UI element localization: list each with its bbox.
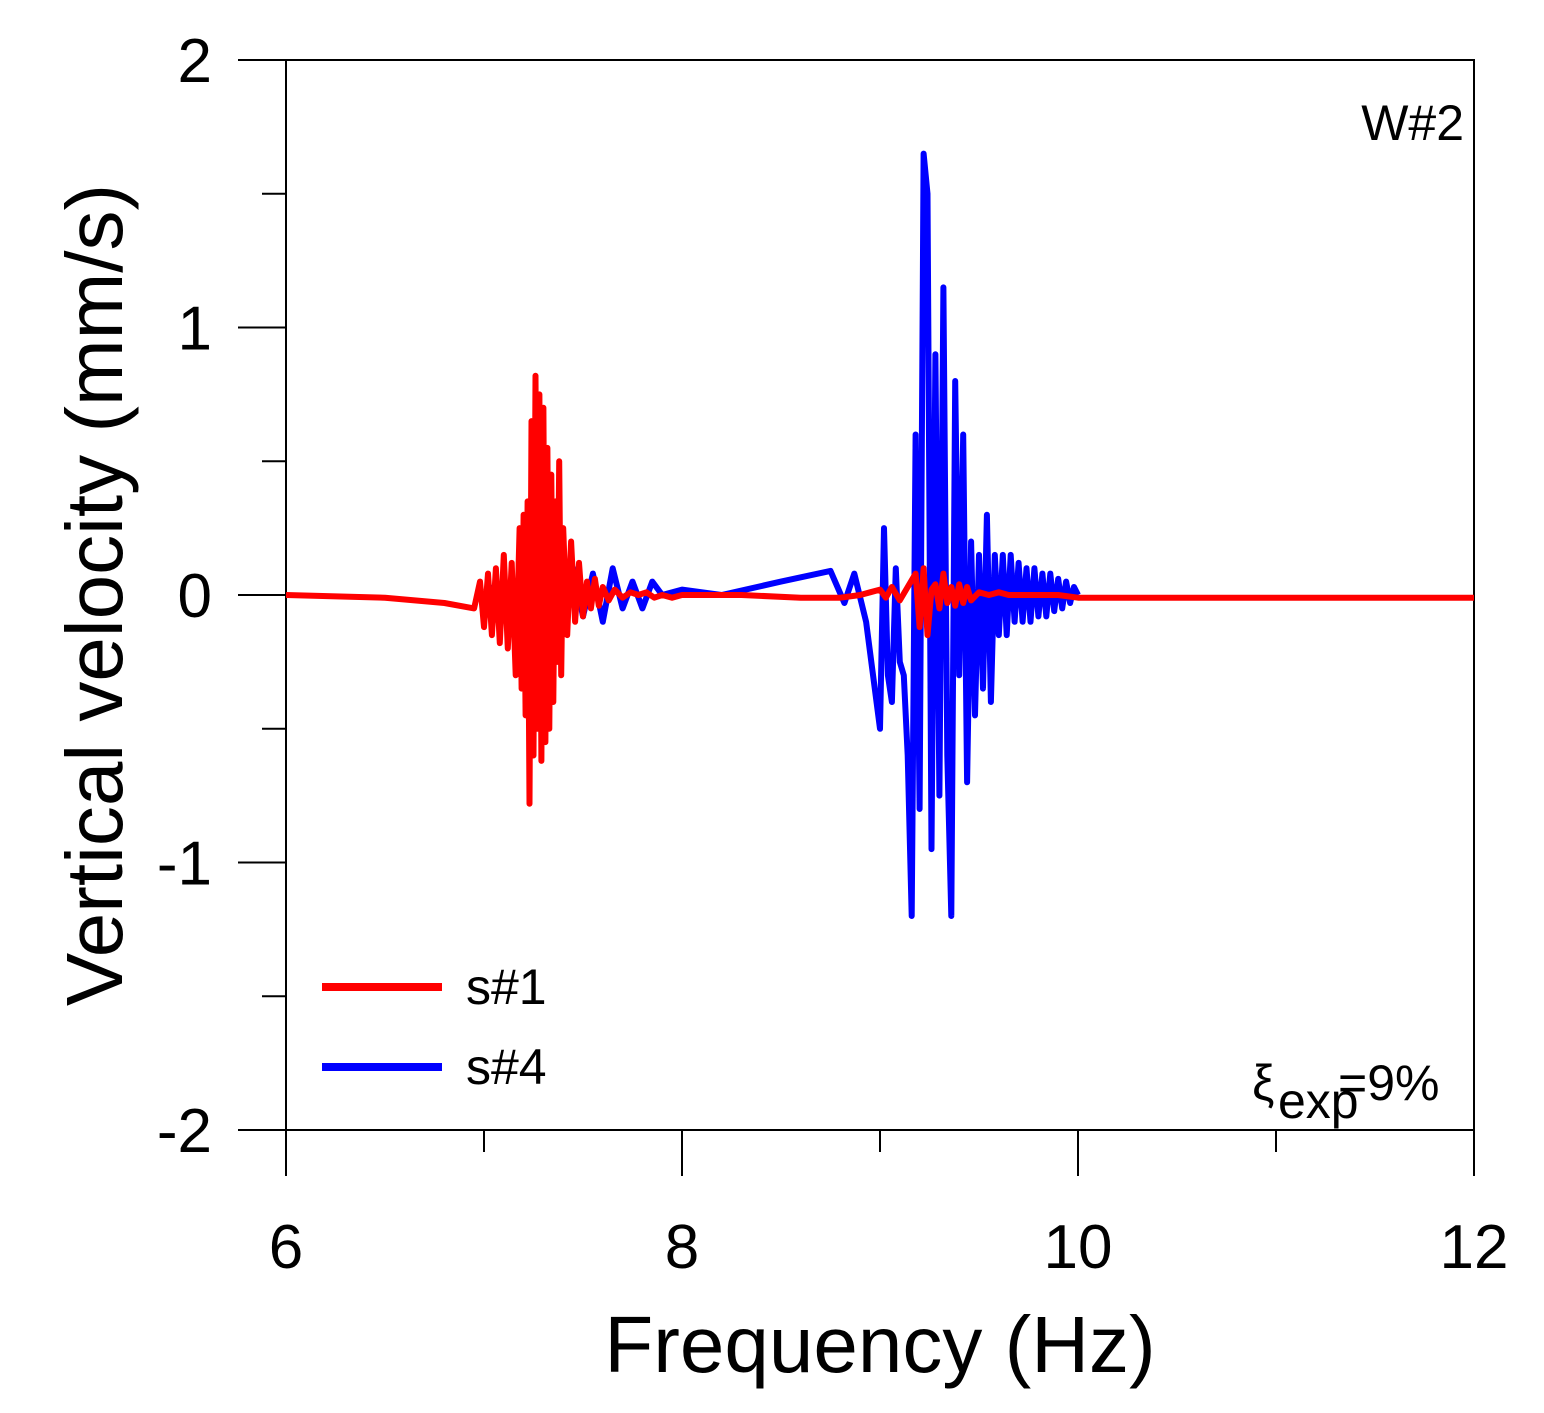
y-tick-label: 1 (178, 295, 212, 364)
damping-value: =9% (1338, 1055, 1439, 1111)
legend: s#1 s#4 (322, 959, 547, 1095)
legend-label-s1: s#1 (466, 959, 547, 1015)
x-tick-label: 12 (1440, 1213, 1509, 1282)
x-axis-title: Frequency (Hz) (604, 1300, 1155, 1389)
series-layer (285, 150, 1474, 919)
x-tick-label: 10 (1044, 1213, 1113, 1282)
x-tick-label: 6 (269, 1213, 303, 1282)
y-tick-label: -2 (157, 1097, 212, 1166)
series-line-s1 (285, 372, 1474, 807)
y-tick-label: -1 (157, 830, 212, 899)
y-tick-label: 2 (178, 27, 212, 96)
series-line-s4 (482, 150, 1081, 919)
panel-label: W#2 (1361, 95, 1464, 151)
legend-label-s4: s#4 (466, 1039, 547, 1095)
damping-annotation: ξ exp =9% (1252, 1055, 1439, 1129)
y-tick-label: 0 (178, 562, 212, 631)
damping-subscript: exp (1278, 1073, 1359, 1129)
damping-symbol: ξ (1252, 1055, 1274, 1111)
x-tick-label: 8 (665, 1213, 699, 1282)
y-axis-title: Vertical velocity (mm/s) (50, 184, 139, 1006)
